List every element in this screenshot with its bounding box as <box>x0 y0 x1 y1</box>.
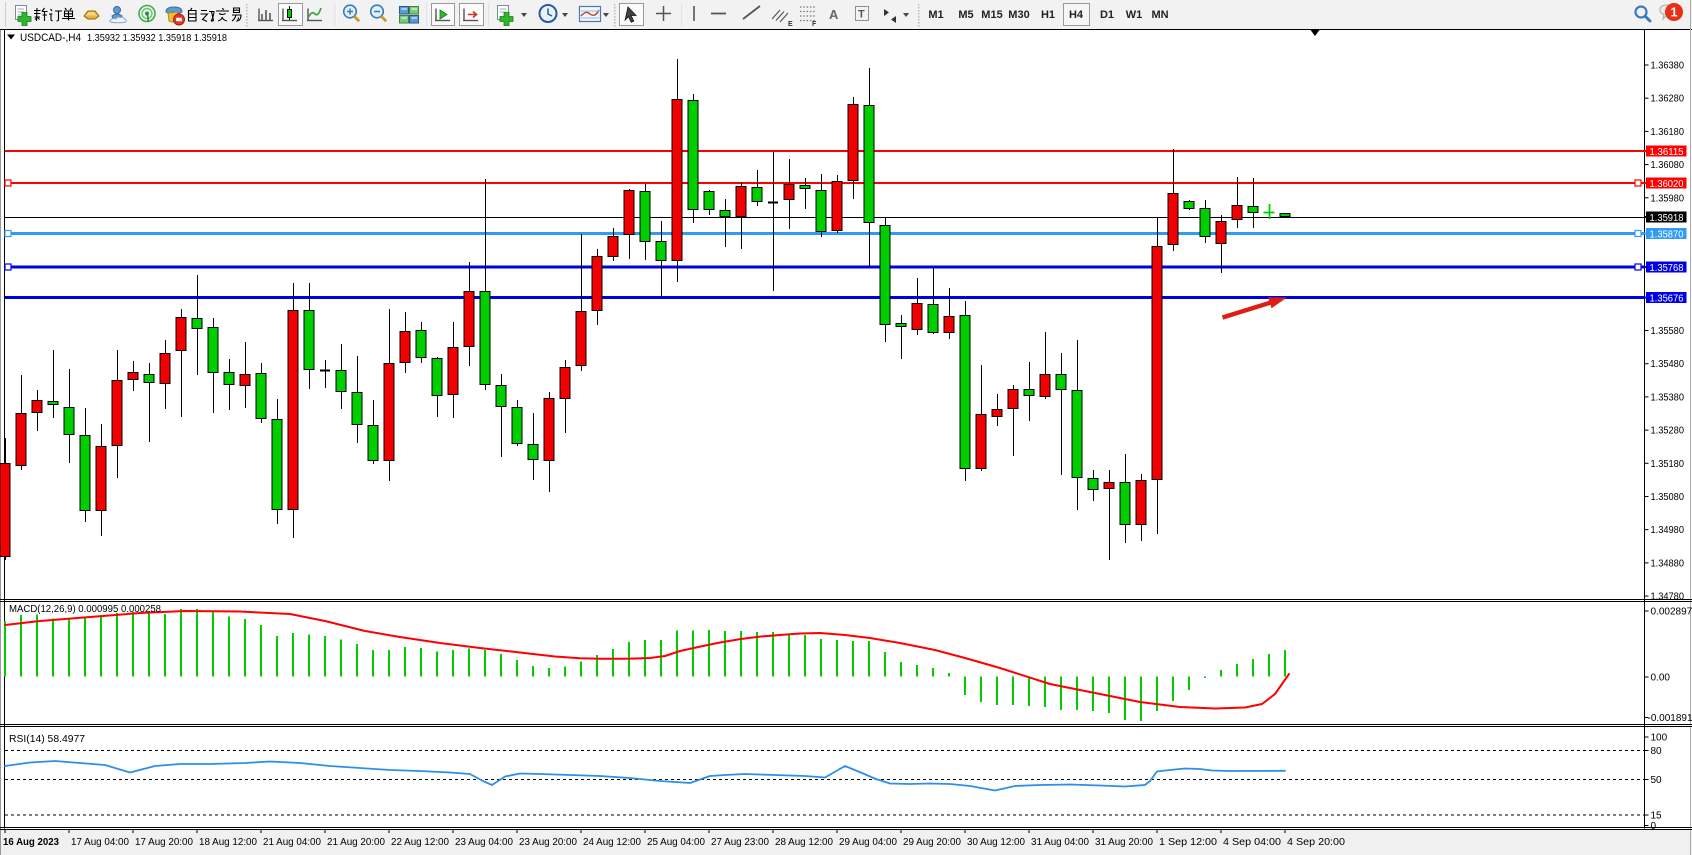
svg-text:M1: M1 <box>928 9 943 21</box>
svg-text:M5: M5 <box>958 9 973 21</box>
svg-text:-0.001891: -0.001891 <box>1648 713 1692 724</box>
svg-text:1.36020: 1.36020 <box>1650 179 1684 190</box>
svg-text:1.35676: 1.35676 <box>1650 293 1684 304</box>
svg-text:M15: M15 <box>981 9 1002 21</box>
svg-text:17 Aug 20:00: 17 Aug 20:00 <box>135 837 193 848</box>
svg-text:RSI(14) 58.4977: RSI(14) 58.4977 <box>9 734 85 745</box>
svg-text:H4: H4 <box>1069 9 1084 21</box>
svg-text:100: 100 <box>1651 733 1668 744</box>
svg-text:F: F <box>812 21 817 28</box>
svg-text:29 Aug 04:00: 29 Aug 04:00 <box>839 837 897 848</box>
svg-text:1.35932 1.35932 1.35918 1.3591: 1.35932 1.35932 1.35918 1.35918 <box>87 32 227 44</box>
svg-text:25 Aug 04:00: 25 Aug 04:00 <box>647 837 705 848</box>
svg-text:17 Aug 04:00: 17 Aug 04:00 <box>71 837 129 848</box>
svg-text:24 Aug 12:00: 24 Aug 12:00 <box>583 837 641 848</box>
svg-text:23 Aug 20:00: 23 Aug 20:00 <box>519 837 577 848</box>
svg-text:0.00: 0.00 <box>1651 673 1671 684</box>
svg-text:15: 15 <box>1651 811 1663 822</box>
svg-text:31 Aug 04:00: 31 Aug 04:00 <box>1031 837 1089 848</box>
svg-text:T: T <box>858 9 865 21</box>
svg-text:23 Aug 04:00: 23 Aug 04:00 <box>455 837 513 848</box>
svg-text:1.35380: 1.35380 <box>1651 392 1685 403</box>
svg-text:29 Aug 20:00: 29 Aug 20:00 <box>903 837 961 848</box>
svg-text:A: A <box>829 7 839 22</box>
svg-text:USDCAD-,H4: USDCAD-,H4 <box>20 32 81 44</box>
svg-text:1.36180: 1.36180 <box>1651 127 1685 138</box>
svg-text:18 Aug 12:00: 18 Aug 12:00 <box>199 837 257 848</box>
svg-text:4 Sep 04:00: 4 Sep 04:00 <box>1223 837 1281 848</box>
svg-text:30 Aug 12:00: 30 Aug 12:00 <box>967 837 1025 848</box>
svg-text:0: 0 <box>1651 821 1657 832</box>
svg-text:1.35580: 1.35580 <box>1651 326 1685 337</box>
svg-text:1.35080: 1.35080 <box>1651 492 1685 503</box>
svg-text:MN: MN <box>1151 9 1168 21</box>
svg-text:1.34880: 1.34880 <box>1651 558 1685 569</box>
svg-text:22 Aug 12:00: 22 Aug 12:00 <box>391 837 449 848</box>
svg-text:E: E <box>788 21 793 28</box>
svg-text:27 Aug 23:00: 27 Aug 23:00 <box>711 837 769 848</box>
svg-text:1.35918: 1.35918 <box>1650 213 1684 224</box>
svg-text:28 Aug 12:00: 28 Aug 12:00 <box>775 837 833 848</box>
svg-text:M30: M30 <box>1008 9 1029 21</box>
svg-text:1.36280: 1.36280 <box>1651 94 1685 105</box>
svg-text:21 Aug 04:00: 21 Aug 04:00 <box>263 837 321 848</box>
svg-text:1 Sep 12:00: 1 Sep 12:00 <box>1159 837 1217 848</box>
svg-text:W1: W1 <box>1126 9 1143 21</box>
svg-text:H1: H1 <box>1041 9 1055 21</box>
svg-text:1.34980: 1.34980 <box>1651 525 1685 536</box>
svg-text:1.35768: 1.35768 <box>1650 263 1684 274</box>
svg-text:1.35870: 1.35870 <box>1650 229 1684 240</box>
svg-text:1.35180: 1.35180 <box>1651 459 1685 470</box>
svg-text:1: 1 <box>1671 5 1678 19</box>
svg-text:1.36115: 1.36115 <box>1650 147 1684 158</box>
svg-text:D1: D1 <box>1100 9 1114 21</box>
svg-text:1.34780: 1.34780 <box>1651 592 1685 603</box>
svg-text:80: 80 <box>1651 746 1663 757</box>
svg-text:4 Sep 20:00: 4 Sep 20:00 <box>1287 837 1345 848</box>
svg-text:1.35980: 1.35980 <box>1651 193 1685 204</box>
svg-text:16 Aug 2023: 16 Aug 2023 <box>3 837 59 848</box>
svg-text:31 Aug 20:00: 31 Aug 20:00 <box>1095 837 1153 848</box>
svg-text:50: 50 <box>1651 775 1663 786</box>
svg-text:MACD(12,26,9) 0.000995 0.00025: MACD(12,26,9) 0.000995 0.000258 <box>9 604 161 615</box>
svg-text:1.35480: 1.35480 <box>1651 359 1685 370</box>
svg-text:1.35280: 1.35280 <box>1651 426 1685 437</box>
svg-text:21 Aug 20:00: 21 Aug 20:00 <box>327 837 385 848</box>
svg-text:0.002897: 0.002897 <box>1651 607 1692 618</box>
svg-text:1.36380: 1.36380 <box>1651 61 1685 72</box>
svg-text:1.36080: 1.36080 <box>1651 160 1685 171</box>
